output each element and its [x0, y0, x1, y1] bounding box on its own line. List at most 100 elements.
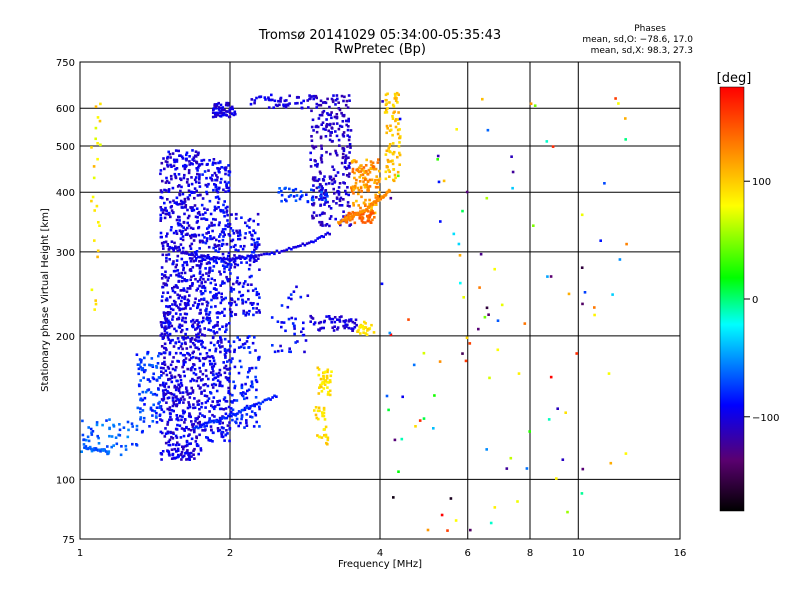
- data-point: [446, 529, 449, 532]
- data-point: [162, 410, 166, 414]
- data-point: [317, 417, 320, 421]
- data-point: [174, 388, 178, 392]
- data-point: [310, 135, 313, 138]
- data-point: [251, 289, 255, 292]
- data-point: [161, 389, 165, 392]
- data-point: [183, 166, 187, 170]
- data-point: [364, 169, 368, 173]
- data-point: [192, 371, 196, 375]
- data-point: [245, 404, 249, 408]
- data-point: [247, 254, 251, 258]
- data-point: [342, 215, 345, 218]
- data-point: [187, 189, 191, 192]
- data-point: [252, 307, 255, 310]
- data-point: [179, 330, 183, 334]
- data-point: [342, 156, 345, 159]
- data-point: [246, 254, 249, 258]
- data-point: [179, 391, 182, 395]
- data-point: [375, 182, 379, 185]
- data-point: [253, 258, 257, 262]
- data-point: [283, 99, 287, 103]
- data-point: [184, 316, 187, 320]
- data-point: [159, 206, 163, 209]
- data-point: [197, 164, 201, 167]
- data-point: [173, 160, 176, 164]
- data-point: [205, 239, 209, 243]
- data-point: [197, 399, 201, 403]
- data-point: [108, 427, 111, 431]
- data-point: [196, 346, 199, 350]
- data-point: [328, 177, 332, 180]
- data-point: [226, 225, 230, 228]
- data-point: [164, 212, 168, 216]
- data-point: [163, 384, 166, 388]
- data-point: [92, 165, 96, 168]
- data-point: [288, 102, 291, 105]
- data-point: [239, 233, 242, 237]
- data-point: [396, 128, 400, 132]
- data-point: [239, 245, 243, 248]
- data-point: [137, 372, 140, 376]
- data-point: [200, 282, 203, 285]
- data-point: [223, 180, 227, 184]
- data-point: [346, 134, 349, 137]
- data-point: [186, 208, 189, 212]
- data-point: [366, 219, 370, 223]
- data-point: [219, 337, 222, 340]
- data-point: [227, 340, 231, 343]
- data-point: [355, 199, 358, 203]
- data-point: [197, 347, 200, 351]
- data-point: [166, 198, 169, 201]
- data-point: [257, 243, 261, 246]
- data-point: [267, 96, 270, 99]
- data-point: [187, 303, 190, 307]
- data-point: [163, 363, 167, 366]
- data-point: [208, 266, 212, 270]
- data-point: [362, 176, 365, 180]
- data-point: [166, 155, 170, 159]
- data-point: [212, 260, 216, 263]
- data-point: [99, 102, 102, 106]
- data-point: [166, 212, 169, 216]
- data-point: [546, 275, 549, 278]
- data-point: [477, 327, 480, 331]
- data-point: [216, 403, 220, 406]
- data-point: [436, 158, 439, 161]
- data-point: [210, 404, 213, 407]
- data-point: [318, 386, 321, 389]
- data-point: [199, 290, 203, 293]
- data-point: [327, 129, 330, 133]
- data-point: [375, 175, 378, 178]
- data-point: [197, 357, 201, 360]
- data-point: [302, 333, 306, 337]
- data-point: [186, 336, 190, 339]
- data-point: [328, 224, 331, 228]
- data-point: [233, 413, 236, 416]
- data-point: [346, 204, 350, 207]
- data-point: [218, 247, 221, 250]
- data-point: [203, 258, 207, 261]
- data-point: [205, 176, 208, 180]
- data-point: [192, 259, 196, 263]
- data-point: [212, 420, 216, 424]
- data-point: [347, 156, 350, 159]
- data-point: [319, 194, 322, 198]
- data-point: [253, 99, 257, 102]
- data-point: [393, 438, 397, 442]
- data-point: [246, 336, 250, 339]
- data-point: [327, 381, 330, 384]
- data-point: [244, 221, 247, 225]
- data-point: [374, 203, 377, 206]
- data-point: [151, 414, 154, 417]
- data-point: [176, 455, 179, 459]
- data-point: [238, 254, 241, 258]
- data-point: [160, 277, 164, 280]
- data-point: [169, 215, 172, 219]
- data-point: [198, 240, 202, 244]
- data-point: [314, 179, 317, 182]
- data-point: [164, 319, 168, 323]
- data-point: [174, 341, 177, 345]
- data-point: [309, 97, 312, 100]
- data-point: [224, 330, 227, 334]
